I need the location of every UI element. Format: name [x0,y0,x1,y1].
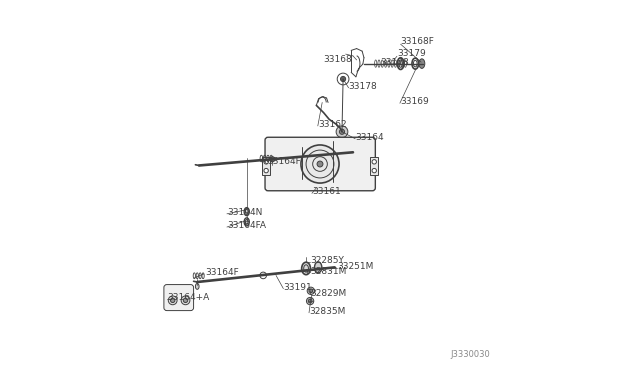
Circle shape [168,296,177,305]
Ellipse shape [244,218,249,226]
Circle shape [340,76,346,81]
Ellipse shape [244,208,249,216]
Bar [262,157,270,175]
FancyBboxPatch shape [265,137,375,191]
Text: J3330030: J3330030 [451,350,490,359]
Text: 33251M: 33251M [337,262,373,271]
Circle shape [170,298,175,302]
Circle shape [339,129,344,134]
Text: 33178: 33178 [349,82,378,91]
Circle shape [307,297,314,305]
Text: 32835M: 32835M [309,307,346,316]
Text: 32285Y: 32285Y [310,256,344,265]
Circle shape [308,299,312,303]
Text: 33164F: 33164F [267,157,301,166]
Text: 32829M: 32829M [310,289,347,298]
Circle shape [264,169,268,173]
Circle shape [372,169,376,173]
Text: 33191: 33191 [284,283,312,292]
Circle shape [307,287,314,295]
Text: 33178: 33178 [380,58,409,67]
Text: 33164F: 33164F [205,268,239,277]
Circle shape [260,272,266,279]
Ellipse shape [195,283,199,289]
Circle shape [309,289,313,293]
Text: 33169: 33169 [400,97,429,106]
Text: 33194N: 33194N [227,208,262,217]
Ellipse shape [301,262,310,275]
Circle shape [264,160,268,164]
Text: 33179: 33179 [397,49,426,58]
Text: 33168F: 33168F [401,37,435,46]
Circle shape [372,160,376,164]
Circle shape [270,157,275,162]
Text: 32831M: 32831M [310,266,347,276]
Ellipse shape [419,59,425,68]
Circle shape [183,298,188,302]
Circle shape [181,296,190,305]
FancyBboxPatch shape [164,285,193,311]
Text: 33161: 33161 [312,187,340,196]
Text: 33164: 33164 [355,133,384,142]
Text: 33164+A: 33164+A [167,293,209,302]
Text: 33162: 33162 [318,120,346,129]
Circle shape [301,145,339,183]
Ellipse shape [314,262,322,273]
Circle shape [317,161,323,167]
Circle shape [336,126,348,138]
Text: 33164FA: 33164FA [227,221,266,230]
Text: 33168: 33168 [323,55,352,64]
Bar [370,157,378,175]
